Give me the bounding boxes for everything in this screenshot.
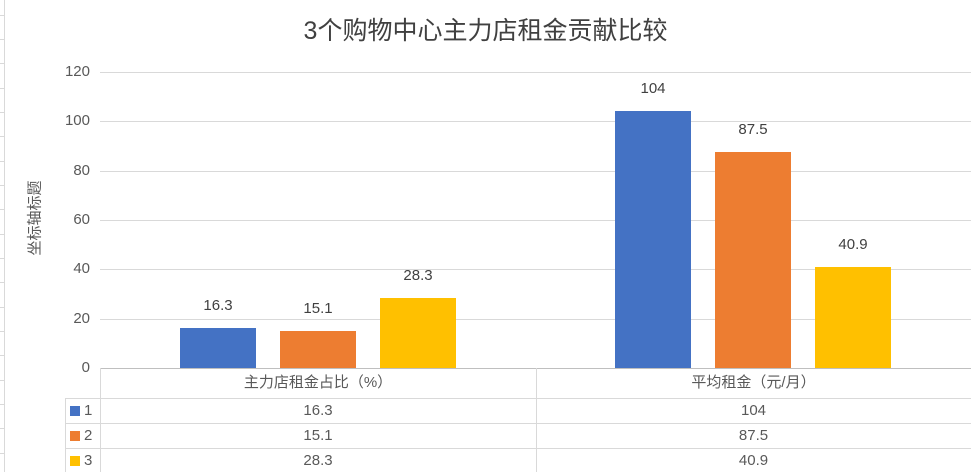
sheet-row-line (0, 39, 5, 40)
table-value-series3-cat1: 28.3 (303, 452, 333, 469)
sheet-row-line (0, 161, 5, 162)
data-label-series2-cat1: 15.1 (303, 300, 333, 317)
table-border-left (65, 398, 66, 472)
table-value-series1-cat1: 16.3 (303, 402, 333, 419)
sheet-row-line (0, 63, 5, 64)
bar-series3-cat1[interactable] (380, 298, 456, 368)
sheet-row-line (0, 234, 5, 235)
gridline-y60 (100, 220, 971, 221)
chart-title[interactable]: 3个购物中心主力店租金贡献比较 (303, 17, 668, 45)
series-name-3: 3 (84, 452, 93, 469)
table-value-series2-cat1: 15.1 (303, 427, 333, 444)
y-tick-label-60: 60 (73, 211, 90, 228)
legend-key-row-3: 3 (65, 448, 100, 472)
sheet-row-line (0, 307, 5, 308)
table-value-series1-cat2: 104 (740, 402, 767, 419)
legend-swatch-series-1 (70, 405, 80, 416)
sheet-row-line (0, 258, 5, 259)
table-row-border (65, 423, 971, 424)
sheet-row-line (0, 136, 5, 137)
sheet-row-line (0, 428, 5, 429)
table-value-series3-cat2: 40.9 (738, 452, 769, 469)
sheet-row-line (0, 282, 5, 283)
y-tick-label-40: 40 (73, 260, 90, 277)
gridline-y80 (100, 171, 971, 172)
table-row-border (65, 398, 971, 399)
sheet-row-line (0, 15, 5, 16)
gridline-y120 (100, 72, 971, 73)
legend-swatch-series-2 (70, 430, 80, 441)
data-label-series1-cat2: 104 (640, 80, 666, 97)
table-border-keycol (100, 368, 101, 472)
sheet-row-line (0, 453, 5, 454)
gridline-y100 (100, 121, 971, 122)
data-label-series2-cat2: 87.5 (738, 121, 768, 138)
table-header-category-1: 主力店租金占比（%） (243, 374, 393, 391)
bar-series3-cat2[interactable] (815, 267, 891, 368)
sheet-row-line (0, 209, 5, 210)
y-tick-label-0: 0 (81, 359, 90, 376)
legend-swatch-series-3 (70, 455, 80, 466)
table-header-category-2: 平均租金（元/月） (691, 374, 816, 391)
legend-key-row-2: 2 (65, 423, 100, 448)
sheet-row-line (0, 331, 5, 332)
gridline-y20 (100, 319, 971, 320)
y-tick-label-100: 100 (64, 112, 90, 129)
sheet-row-line (0, 380, 5, 381)
bar-series1-cat2[interactable] (615, 111, 691, 368)
y-tick-label-20: 20 (73, 310, 90, 327)
table-row-border (65, 448, 971, 449)
data-label-series1-cat1: 16.3 (203, 297, 233, 314)
bar-series2-cat2[interactable] (715, 152, 791, 368)
bar-series1-cat1[interactable] (180, 328, 256, 368)
series-name-1: 1 (84, 402, 93, 419)
y-tick-label-80: 80 (73, 162, 90, 179)
sheet-row-line (0, 404, 5, 405)
legend-key-row-1: 1 (65, 398, 100, 423)
table-value-series2-cat2: 87.5 (738, 427, 769, 444)
sheet-column-line (4, 0, 5, 472)
table-border-mid (536, 368, 537, 472)
data-label-series3-cat2: 40.9 (838, 236, 868, 253)
data-label-series3-cat1: 28.3 (403, 267, 433, 284)
sheet-row-line (0, 185, 5, 186)
sheet-row-line (0, 88, 5, 89)
gridline-y40 (100, 269, 971, 270)
x-axis-line (100, 368, 971, 369)
y-tick-label-120: 120 (64, 63, 90, 80)
series-name-2: 2 (84, 427, 93, 444)
sheet-row-line (0, 355, 5, 356)
bar-series2-cat1[interactable] (280, 331, 356, 368)
sheet-row-line (0, 112, 5, 113)
